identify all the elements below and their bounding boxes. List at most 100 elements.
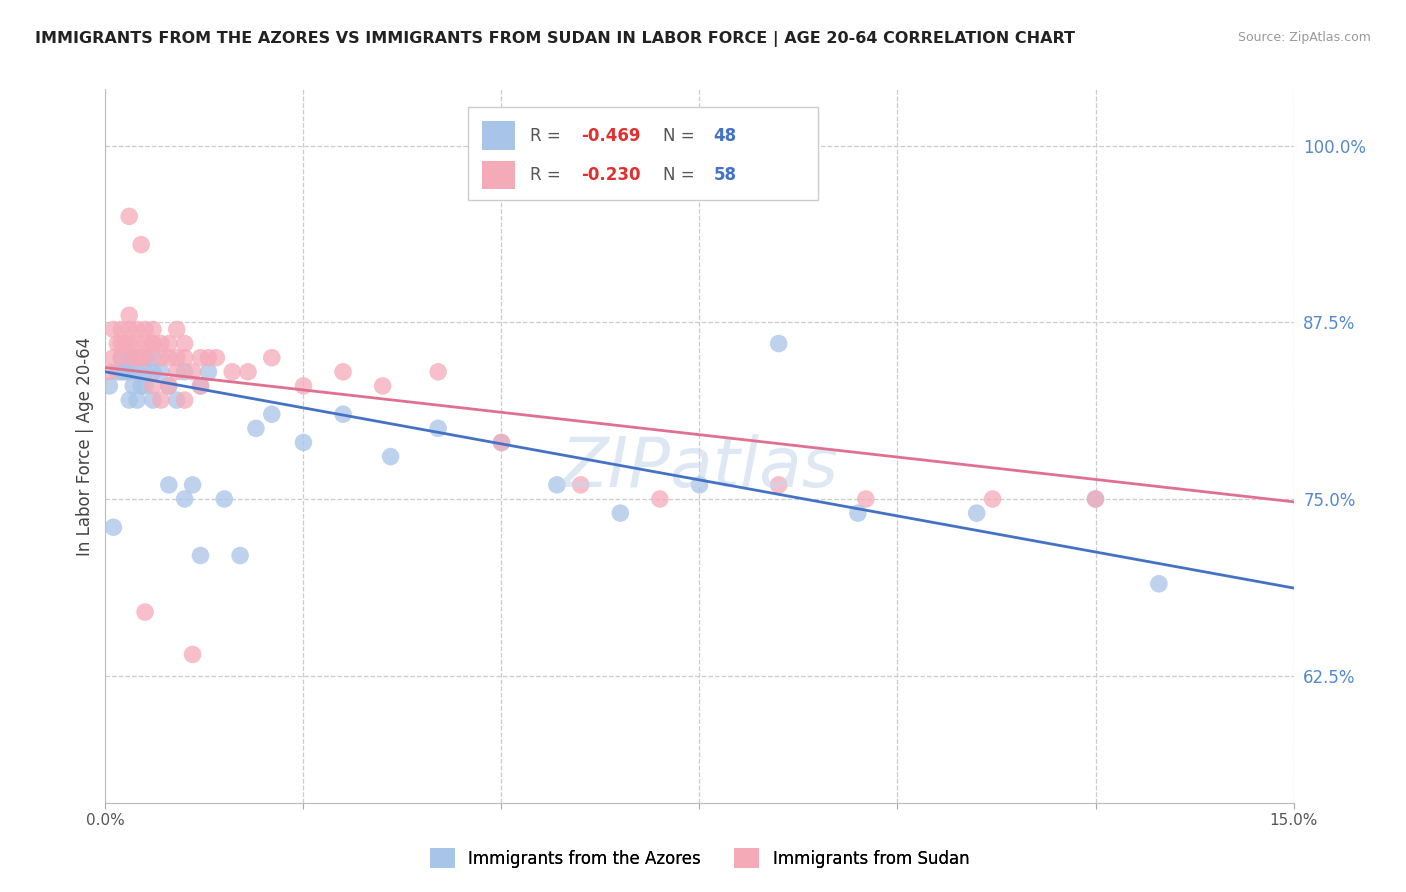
Text: 48: 48 [714, 127, 737, 145]
Point [110, 351, 132, 365]
Point [546, 478, 568, 492]
Point [142, 393, 165, 408]
Point [105, 365, 128, 379]
Point [380, 450, 402, 464]
Point [166, 393, 188, 408]
Point [173, 365, 195, 379]
Point [127, 336, 149, 351]
Point [118, 210, 141, 224]
Point [127, 351, 149, 365]
Point [260, 407, 283, 421]
Text: 58: 58 [714, 166, 737, 184]
Point [173, 393, 195, 408]
Point [127, 351, 149, 365]
FancyBboxPatch shape [482, 161, 516, 189]
Point [134, 379, 156, 393]
Text: R =: R = [530, 166, 565, 184]
Point [103, 322, 125, 336]
Text: Source: ZipAtlas.com: Source: ZipAtlas.com [1237, 31, 1371, 45]
Point [190, 351, 212, 365]
Point [114, 336, 136, 351]
Point [118, 322, 141, 336]
Point [260, 351, 283, 365]
Point [1147, 576, 1170, 591]
Point [142, 351, 165, 365]
Point [966, 506, 988, 520]
Point [105, 336, 128, 351]
Point [181, 648, 204, 662]
Point [1084, 491, 1107, 506]
Point [134, 365, 156, 379]
Point [134, 351, 156, 365]
Point [173, 351, 195, 365]
Point [129, 351, 152, 365]
Point [166, 351, 188, 365]
Point [768, 478, 790, 492]
Point [114, 365, 136, 379]
Point [134, 605, 156, 619]
Point [122, 351, 145, 365]
Point [166, 322, 188, 336]
Point [846, 506, 869, 520]
Point [689, 478, 711, 492]
Point [157, 336, 180, 351]
Point [190, 379, 212, 393]
Point [98, 365, 121, 379]
Point [127, 365, 149, 379]
Point [332, 365, 354, 379]
Point [236, 365, 259, 379]
Point [127, 351, 149, 365]
Point [127, 393, 149, 408]
Point [110, 322, 132, 336]
Point [149, 365, 172, 379]
Point [118, 351, 141, 365]
Text: -0.469: -0.469 [581, 127, 640, 145]
Point [142, 336, 165, 351]
Point [157, 351, 180, 365]
Point [157, 478, 180, 492]
Point [134, 336, 156, 351]
Point [122, 379, 145, 393]
Point [569, 478, 592, 492]
Point [768, 336, 790, 351]
Point [166, 365, 188, 379]
Point [129, 379, 152, 393]
Point [149, 351, 172, 365]
Point [427, 421, 450, 435]
Point [173, 491, 195, 506]
Point [332, 407, 354, 421]
Point [142, 322, 165, 336]
Text: R =: R = [530, 127, 565, 145]
Point [103, 520, 125, 534]
Point [292, 379, 315, 393]
Point [221, 365, 243, 379]
Point [149, 336, 172, 351]
Point [142, 379, 165, 393]
Point [134, 351, 156, 365]
Point [371, 379, 394, 393]
Point [129, 237, 152, 252]
Point [173, 336, 195, 351]
Point [142, 336, 165, 351]
Point [181, 478, 204, 492]
Point [491, 435, 513, 450]
Point [245, 421, 267, 435]
FancyBboxPatch shape [468, 107, 818, 200]
Text: N =: N = [662, 127, 700, 145]
Point [118, 308, 141, 322]
Point [427, 365, 450, 379]
Point [149, 393, 172, 408]
Point [118, 336, 141, 351]
Point [648, 491, 671, 506]
Text: N =: N = [662, 166, 700, 184]
Legend: Immigrants from the Azores, Immigrants from Sudan: Immigrants from the Azores, Immigrants f… [422, 839, 977, 877]
Point [157, 379, 180, 393]
Point [142, 365, 165, 379]
Point [205, 351, 228, 365]
Point [103, 351, 125, 365]
Point [229, 549, 252, 563]
Point [981, 491, 1004, 506]
Y-axis label: In Labor Force | Age 20-64: In Labor Force | Age 20-64 [76, 336, 94, 556]
Point [609, 506, 631, 520]
Point [491, 435, 513, 450]
